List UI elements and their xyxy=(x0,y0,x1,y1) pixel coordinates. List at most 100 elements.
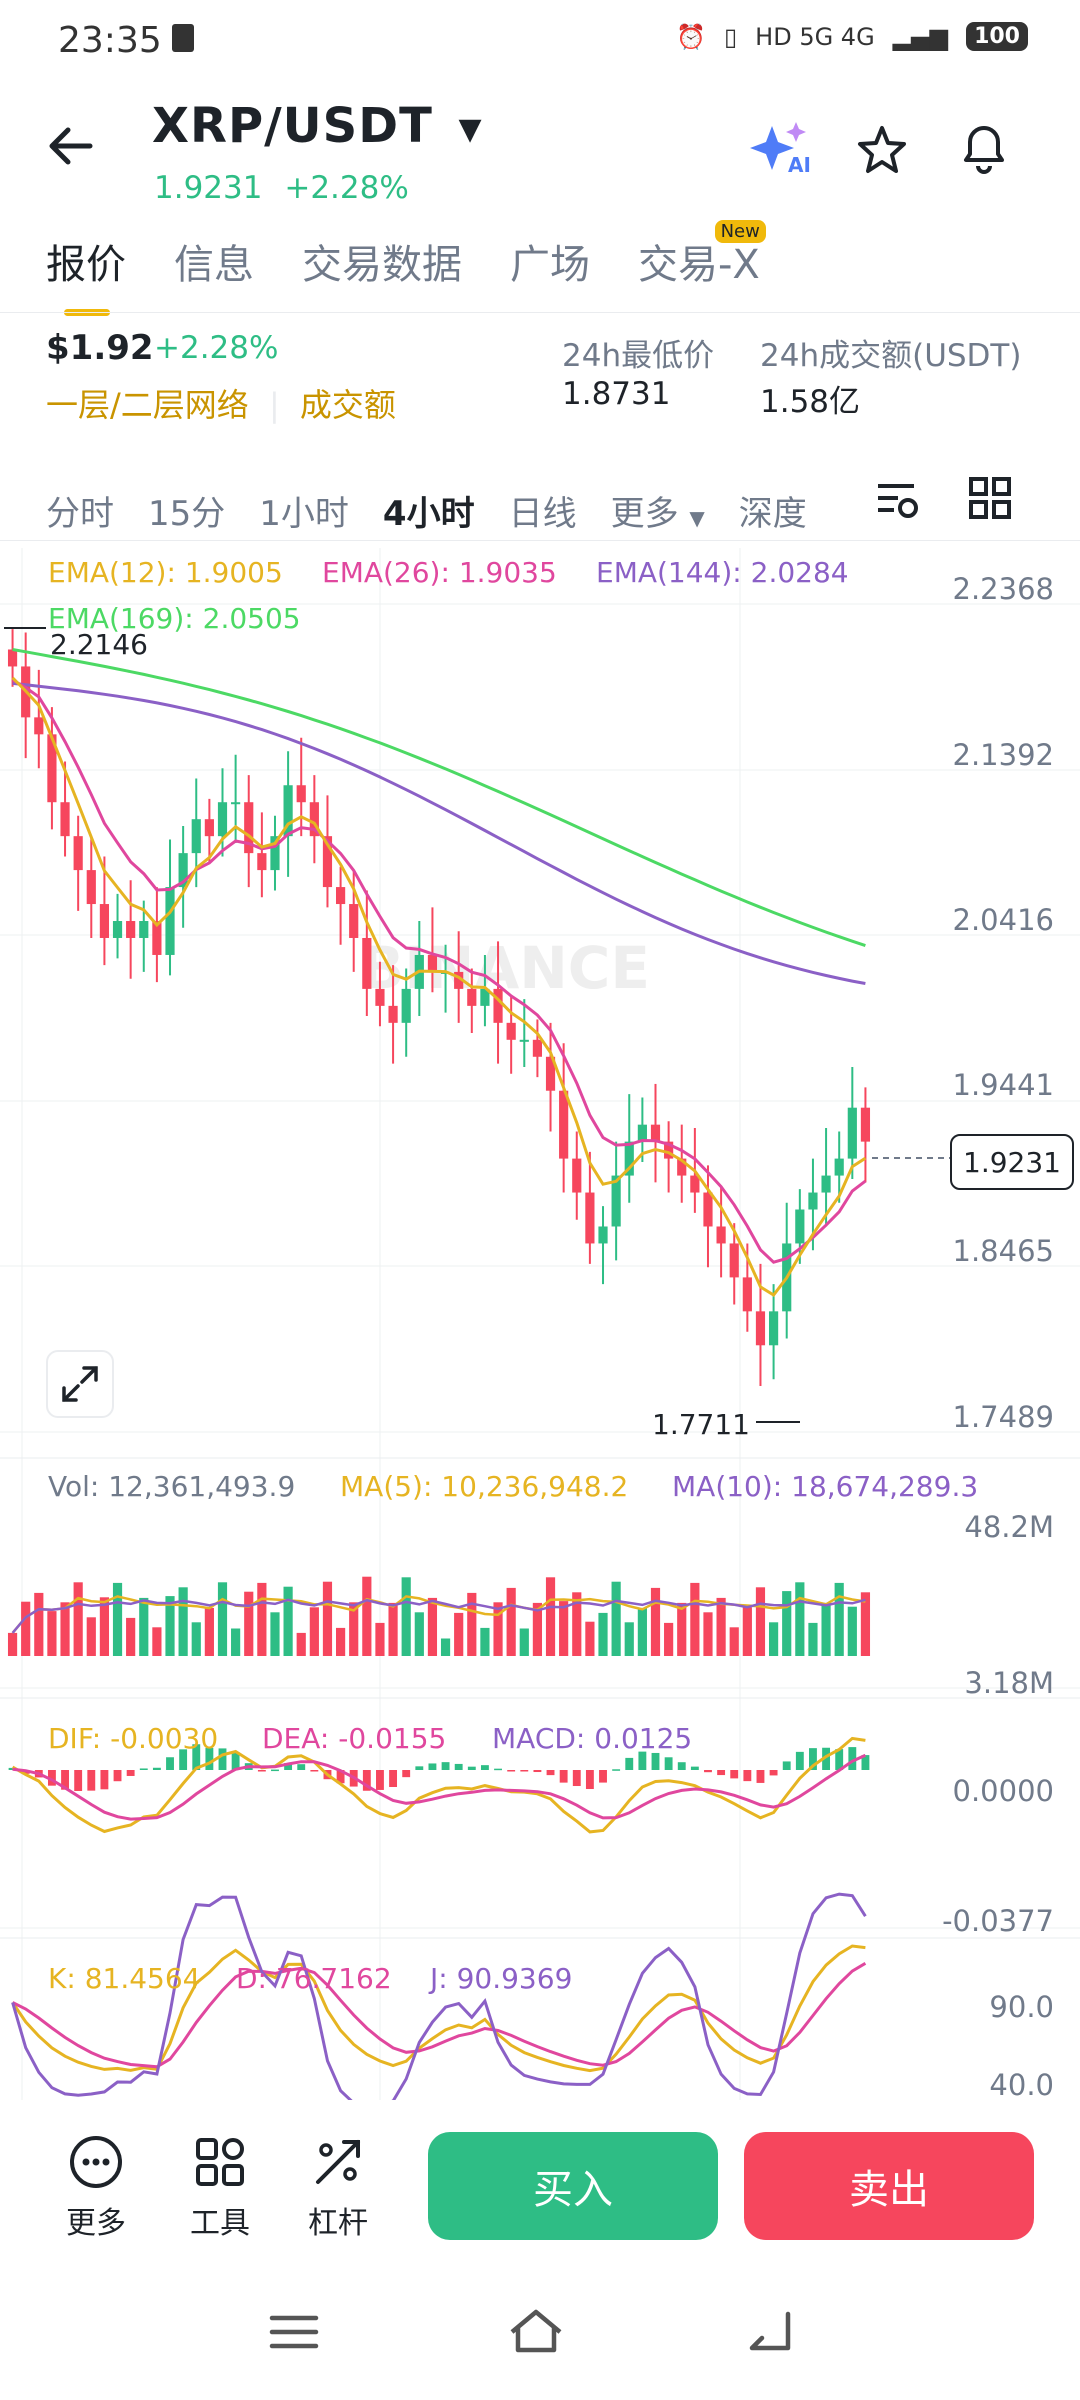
macd-bar xyxy=(795,1751,804,1770)
macd-bar xyxy=(87,1770,96,1791)
menu-nav-button[interactable] xyxy=(268,2310,320,2358)
interval-1h[interactable]: 1小时 xyxy=(259,494,349,534)
volume-bar xyxy=(47,1611,57,1656)
menu-icon xyxy=(269,2315,319,2349)
vol-label: Vol: 12,361,493.9 xyxy=(48,1470,296,1503)
volume-bar xyxy=(480,1627,490,1656)
macd-bar xyxy=(126,1770,135,1776)
low-label: 24h最低价 xyxy=(562,338,715,374)
macd-bar xyxy=(218,1748,227,1770)
candle-body xyxy=(362,937,372,989)
tools-button[interactable]: 工具 xyxy=(190,2134,250,2242)
chart-settings-icon xyxy=(878,484,918,518)
volume-bar xyxy=(126,1617,136,1656)
leverage-button[interactable]: 杠杆 xyxy=(308,2134,368,2242)
caret-down-icon: ▼ xyxy=(458,111,483,147)
price-chart[interactable]: BINANCE xyxy=(0,548,1080,2100)
volume-bar xyxy=(335,1627,346,1656)
volume-bar xyxy=(283,1586,293,1656)
kdj-axis-top: 90.0 xyxy=(989,1990,1054,2024)
ai-button[interactable]: AI xyxy=(748,118,812,182)
macd-bar xyxy=(494,1768,502,1771)
interval-more[interactable]: 更多 ▼ xyxy=(611,486,705,535)
macd-bar xyxy=(848,1747,857,1770)
volume-bar xyxy=(191,1622,201,1656)
macd-bar xyxy=(257,1770,266,1772)
candle-body xyxy=(624,1141,634,1176)
network-tag[interactable]: 一层/二层网络 xyxy=(46,386,249,424)
volume-bar xyxy=(585,1621,595,1656)
current-price-tag[interactable]: 1.9231 xyxy=(950,1134,1074,1190)
macd-bar xyxy=(271,1769,279,1772)
interval-time[interactable]: 分时 xyxy=(46,494,114,534)
chart-settings-button[interactable] xyxy=(874,476,922,528)
price-axis-tick: 1.9441 xyxy=(952,1068,1054,1102)
alert-button[interactable] xyxy=(958,118,1010,180)
interval-15m[interactable]: 15分 xyxy=(148,494,226,534)
volume-bar xyxy=(86,1617,96,1656)
layout-button[interactable] xyxy=(968,476,1012,524)
favorite-button[interactable] xyxy=(856,124,908,180)
volume-label: 24h成交额(USDT) xyxy=(760,338,1022,374)
volume-bar xyxy=(834,1582,844,1656)
macd-bar xyxy=(756,1770,765,1783)
buy-button[interactable]: 买入 xyxy=(428,2132,718,2240)
more-button[interactable]: 更多 xyxy=(66,2134,126,2242)
system-nav-bar xyxy=(0,2272,1080,2400)
volume-bar xyxy=(231,1628,241,1656)
interval-depth[interactable]: 深度 xyxy=(738,494,807,534)
macd-bar xyxy=(704,1770,712,1773)
volume-bar xyxy=(650,1587,661,1656)
price-axis-tick: 2.1392 xyxy=(952,738,1054,772)
status-indicators: ⏰ ▯ HD 5G 4G ▂▄▆ 100 xyxy=(676,22,1028,51)
volume-bar xyxy=(782,1591,792,1656)
back-return-icon xyxy=(749,2311,791,2351)
volume-tag[interactable]: 成交额 xyxy=(299,386,396,424)
tab-info[interactable]: 信息 xyxy=(174,242,254,288)
tab-square[interactable]: 广场 xyxy=(510,242,590,288)
kdj-axis-bottom: 40.0 xyxy=(989,2068,1054,2102)
dea-label: DEA: -0.0155 xyxy=(262,1722,447,1755)
candle-body xyxy=(506,1022,516,1040)
home-nav-button[interactable] xyxy=(506,2306,566,2360)
tab-trade-x[interactable]: 交易-X New xyxy=(638,220,766,290)
candle-body xyxy=(152,921,162,955)
candle-body xyxy=(716,1226,726,1244)
volume-bar xyxy=(493,1602,503,1656)
volume-bar xyxy=(401,1577,411,1656)
candle-body xyxy=(60,802,70,837)
volume-bar xyxy=(716,1597,726,1656)
back-arrow-icon xyxy=(49,127,93,165)
macd-bar xyxy=(690,1766,699,1770)
volume-bar xyxy=(624,1622,634,1656)
volume-bar xyxy=(112,1582,123,1656)
macd-bar xyxy=(612,1769,621,1771)
tag-divider: | xyxy=(268,386,280,424)
candle-body xyxy=(860,1107,871,1142)
macd-bar xyxy=(362,1770,371,1791)
macd-bar xyxy=(835,1749,844,1770)
candle-body xyxy=(664,1141,674,1159)
tools-label: 工具 xyxy=(190,2206,250,2241)
volume-bar xyxy=(99,1597,110,1656)
candle-body xyxy=(86,870,96,905)
macd-bar xyxy=(402,1770,411,1778)
candle-body xyxy=(690,1175,700,1193)
interval-selector: 分时 15分 1小时 4小时 日线 更多 ▼ 深度 xyxy=(46,486,807,535)
fullscreen-button[interactable] xyxy=(46,1350,114,1418)
volume-bar xyxy=(742,1607,752,1656)
tab-trade-data[interactable]: 交易数据 xyxy=(302,242,462,288)
macd-axis-bottom: -0.0377 xyxy=(942,1904,1054,1938)
tab-quote[interactable]: 报价 xyxy=(46,232,126,316)
interval-1d[interactable]: 日线 xyxy=(508,494,577,534)
back-button[interactable] xyxy=(44,120,96,176)
volume-bar xyxy=(375,1622,385,1656)
macd-bar xyxy=(231,1752,240,1770)
chart-top-divider xyxy=(0,540,1080,541)
macd-bar xyxy=(297,1764,306,1770)
pair-title[interactable]: XRP/USDT ▼ xyxy=(152,98,483,154)
back-nav-button[interactable] xyxy=(744,2308,796,2360)
sell-button[interactable]: 卖出 xyxy=(744,2132,1034,2240)
interval-4h[interactable]: 4小时 xyxy=(382,494,475,534)
candle-body xyxy=(808,1192,818,1210)
